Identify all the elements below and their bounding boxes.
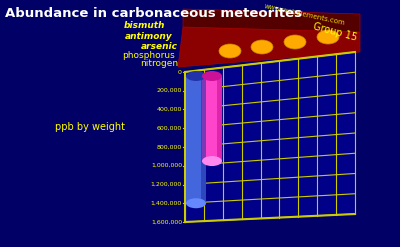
FancyBboxPatch shape <box>217 76 222 161</box>
Text: antimony: antimony <box>124 33 172 41</box>
Text: 1,000,000: 1,000,000 <box>151 163 182 168</box>
Polygon shape <box>178 27 360 67</box>
FancyBboxPatch shape <box>201 76 206 203</box>
Text: arsenic: arsenic <box>141 42 178 52</box>
Ellipse shape <box>219 44 241 58</box>
Text: 400,000: 400,000 <box>157 107 182 112</box>
Ellipse shape <box>202 71 222 81</box>
Text: 800,000: 800,000 <box>157 144 182 149</box>
Text: 1,600,000: 1,600,000 <box>151 220 182 225</box>
Text: 1,400,000: 1,400,000 <box>151 201 182 206</box>
Text: 0: 0 <box>178 69 182 75</box>
Ellipse shape <box>317 30 339 44</box>
FancyBboxPatch shape <box>202 76 222 161</box>
Text: Group 15: Group 15 <box>312 21 358 43</box>
Polygon shape <box>183 9 360 32</box>
Ellipse shape <box>202 156 222 166</box>
Text: bismuth: bismuth <box>124 21 165 30</box>
Ellipse shape <box>284 35 306 49</box>
Text: nitrogen: nitrogen <box>140 60 178 68</box>
Ellipse shape <box>186 71 206 81</box>
Text: 600,000: 600,000 <box>157 126 182 131</box>
Text: 1,200,000: 1,200,000 <box>151 182 182 187</box>
Text: Abundance in carbonaceous meteorites: Abundance in carbonaceous meteorites <box>5 7 302 20</box>
Ellipse shape <box>251 40 273 54</box>
Text: ppb by weight: ppb by weight <box>55 122 125 132</box>
Text: phosphorus: phosphorus <box>122 52 175 61</box>
Polygon shape <box>185 52 355 222</box>
Text: 200,000: 200,000 <box>157 88 182 93</box>
Ellipse shape <box>186 198 206 208</box>
Text: www.webelements.com: www.webelements.com <box>264 3 346 26</box>
FancyBboxPatch shape <box>186 76 206 203</box>
